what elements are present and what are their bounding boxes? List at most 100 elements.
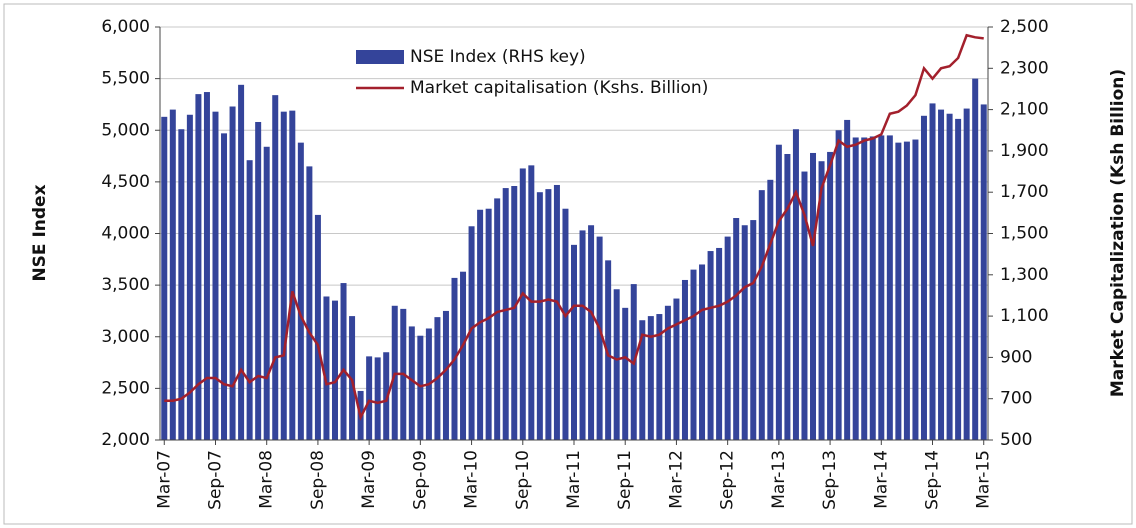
- bar: [553, 184, 560, 440]
- bar: [690, 269, 697, 440]
- bar: [562, 208, 569, 440]
- bar: [161, 116, 168, 440]
- legend-label: Market capitalisation (Kshs. Billion): [410, 78, 708, 98]
- y2-axis-title: Market Capitalization (Ksh Billion): [1108, 69, 1128, 397]
- x-tick-label: Mar-12: [666, 450, 686, 509]
- y2-tick-label: 500: [1000, 430, 1032, 450]
- bar: [733, 218, 740, 440]
- y-tick-label: 3,000: [101, 327, 150, 347]
- bar: [297, 142, 304, 440]
- y-axis-title: NSE Index: [30, 184, 50, 281]
- bar: [366, 356, 373, 440]
- x-tick-label: Mar-10: [462, 450, 482, 509]
- bar: [647, 316, 654, 440]
- bar: [716, 247, 723, 440]
- x-tick-label: Sep-10: [513, 450, 533, 510]
- bar: [673, 298, 680, 440]
- x-tick-label: Sep-12: [718, 450, 738, 510]
- y-tick-label: 4,000: [101, 224, 150, 244]
- x-tick-label: Mar-07: [154, 450, 174, 509]
- y2-tick-label: 1,500: [1000, 224, 1049, 244]
- bar: [169, 109, 176, 440]
- x-tick-label: Mar-14: [871, 450, 891, 509]
- y2-tick-label: 900: [1000, 347, 1032, 367]
- bar: [784, 153, 791, 440]
- bar: [681, 279, 688, 440]
- y-tick-label: 5,000: [101, 120, 150, 140]
- x-tick-label: Mar-11: [564, 450, 584, 509]
- bar: [955, 118, 962, 440]
- x-tick-label: Sep-07: [205, 450, 225, 510]
- y2-tick-label: 1,700: [1000, 182, 1049, 202]
- bar: [186, 114, 193, 440]
- y-tick-label: 5,500: [101, 69, 150, 89]
- y2-tick-label: 1,300: [1000, 265, 1049, 285]
- bar: [255, 121, 262, 441]
- bar: [903, 141, 910, 441]
- y2-tick-label: 700: [1000, 389, 1032, 409]
- bar: [869, 136, 876, 440]
- bar: [460, 271, 467, 440]
- bar: [827, 151, 834, 440]
- bar: [818, 161, 825, 440]
- chart-frame: [3, 3, 1133, 525]
- x-tick-label: Sep-11: [615, 450, 635, 510]
- y-tick-label: 4,500: [101, 172, 150, 192]
- bar: [980, 104, 987, 440]
- x-tick-label: Sep-09: [410, 450, 430, 510]
- y2-tick-label: 2,500: [1000, 17, 1049, 37]
- bar: [741, 225, 748, 440]
- bar: [920, 115, 927, 441]
- bar: [246, 160, 253, 440]
- bar: [758, 190, 765, 440]
- bar: [289, 110, 296, 440]
- bar: [588, 225, 595, 440]
- bar: [417, 335, 424, 440]
- y-tick-label: 3,500: [101, 275, 150, 295]
- bar: [938, 109, 945, 440]
- bar: [323, 296, 330, 440]
- bar: [861, 137, 868, 441]
- y2-tick-label: 2,100: [1000, 100, 1049, 120]
- bar: [374, 357, 381, 440]
- bar: [895, 142, 902, 440]
- bar: [664, 305, 671, 440]
- bar: [238, 84, 245, 440]
- bar: [494, 198, 501, 440]
- bar: [306, 166, 313, 440]
- y2-tick-label: 1,100: [1000, 306, 1049, 326]
- x-tick-label: Mar-09: [359, 450, 379, 509]
- bar: [477, 209, 484, 440]
- y2-tick-label: 1,900: [1000, 141, 1049, 161]
- bar: [801, 171, 808, 441]
- bar: [383, 352, 390, 440]
- bar: [203, 92, 210, 441]
- y-tick-label: 2,500: [101, 378, 150, 398]
- bar: [963, 108, 970, 440]
- bar: [468, 226, 475, 440]
- bar: [886, 135, 893, 440]
- bar: [792, 129, 799, 440]
- bar: [331, 300, 338, 440]
- bar: [767, 179, 774, 440]
- bar: [656, 314, 663, 440]
- bar: [613, 289, 620, 440]
- bar: [263, 146, 270, 440]
- bar: [810, 152, 817, 440]
- bar: [724, 236, 731, 440]
- line: [164, 33, 984, 421]
- bar: [502, 188, 509, 440]
- x-tick-label: Sep-13: [820, 450, 840, 510]
- bar: [775, 144, 782, 440]
- x-tick-label: Sep-08: [308, 450, 328, 510]
- bar: [178, 129, 185, 440]
- bar: [878, 135, 885, 440]
- x-tick-label: Mar-15: [974, 450, 994, 509]
- y-tick-label: 6,000: [101, 17, 150, 37]
- x-tick-label: Mar-08: [257, 450, 277, 509]
- bar: [212, 111, 219, 440]
- bar: [605, 260, 612, 440]
- bar: [280, 111, 287, 440]
- bar: [852, 137, 859, 441]
- bar: [844, 119, 851, 441]
